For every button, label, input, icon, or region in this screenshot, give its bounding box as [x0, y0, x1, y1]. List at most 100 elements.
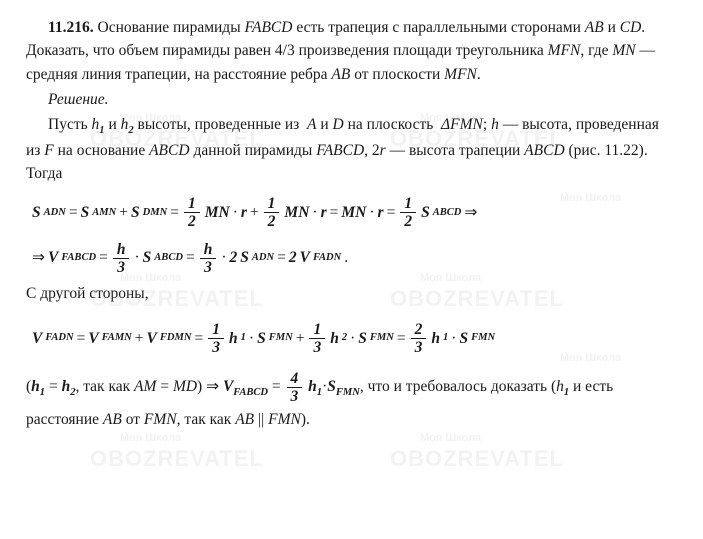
- text: , так как: [75, 378, 134, 395]
- text: от плоскости: [350, 66, 444, 83]
- problem-number: 11.216.: [48, 19, 94, 36]
- fraction: 12: [264, 195, 280, 230]
- arrow: ⇒: [464, 201, 477, 224]
- eq: =: [186, 246, 195, 269]
- text: высоты, проведенные из: [134, 116, 304, 133]
- S: S: [81, 201, 90, 224]
- sub: ADN: [44, 205, 66, 221]
- plus: +: [135, 327, 144, 350]
- h: h: [31, 378, 40, 395]
- V: V: [300, 246, 310, 269]
- two: 2: [230, 246, 238, 269]
- sub: 1: [443, 330, 448, 346]
- V: V: [223, 378, 233, 395]
- plus: +: [296, 327, 305, 350]
- text: — высота трапеции: [386, 142, 524, 159]
- sub: 1: [241, 330, 246, 346]
- V: V: [48, 246, 58, 269]
- fraction: 13: [208, 321, 224, 356]
- S: S: [143, 246, 152, 269]
- S: S: [327, 378, 336, 395]
- V: V: [88, 327, 98, 350]
- sub: FABCD: [233, 387, 268, 398]
- r: r: [378, 201, 384, 224]
- math: AB: [585, 19, 604, 36]
- text: Пусть: [48, 116, 92, 133]
- h: h: [62, 378, 71, 395]
- fraction: 12: [400, 195, 416, 230]
- sub: FMN: [370, 330, 394, 346]
- text: на основание: [54, 142, 149, 159]
- sub: ABCD: [433, 205, 462, 221]
- fraction: h3: [113, 241, 130, 276]
- dot: .: [344, 246, 348, 269]
- sub: FMN: [269, 330, 293, 346]
- h: h: [330, 327, 339, 350]
- eq: =: [99, 246, 108, 269]
- eq: =: [330, 201, 339, 224]
- S: S: [421, 201, 430, 224]
- text: от: [122, 411, 144, 428]
- h: h: [431, 327, 440, 350]
- math: ABCD: [149, 142, 189, 159]
- sub: FADN: [313, 250, 341, 266]
- text: Основание пирамиды: [98, 19, 245, 36]
- sub: AMN: [92, 205, 116, 221]
- S: S: [240, 246, 249, 269]
- math: FABCD: [245, 19, 293, 36]
- problem-statement: 11.216. Основание пирамиды FABCD есть тр…: [26, 16, 677, 86]
- text: , так как: [177, 411, 236, 428]
- math: CD: [620, 19, 642, 36]
- S: S: [358, 327, 367, 350]
- plus: +: [119, 201, 128, 224]
- eq: =: [397, 327, 406, 350]
- fraction: 23: [411, 321, 427, 356]
- sub: FMN: [471, 330, 495, 346]
- sub: FABCD: [61, 250, 96, 266]
- eq: =: [45, 378, 62, 395]
- sub: FMN: [336, 387, 360, 398]
- h: h: [229, 327, 238, 350]
- arrow: ⇒: [32, 246, 45, 269]
- sub: FAMN: [102, 330, 132, 346]
- r: r: [321, 201, 327, 224]
- AB: AB: [103, 411, 122, 428]
- MN: MN: [284, 201, 309, 224]
- fraction: h3: [200, 241, 217, 276]
- FMN: FMN: [268, 411, 301, 428]
- eq: =: [195, 327, 204, 350]
- text: и: [105, 116, 121, 133]
- MN: MN: [341, 201, 366, 224]
- fraction: 13: [309, 321, 325, 356]
- eq: =: [69, 201, 78, 224]
- S: S: [32, 201, 41, 224]
- fraction: 43: [287, 370, 303, 405]
- plus: +: [250, 201, 259, 224]
- eq: =: [387, 201, 396, 224]
- math: F: [44, 142, 53, 159]
- math: D: [333, 116, 344, 133]
- eq: =: [77, 327, 86, 350]
- watermark-logo: OBOZREVATEL: [90, 442, 264, 475]
- text: ;: [483, 116, 491, 133]
- eq: =: [170, 201, 179, 224]
- two: 2: [289, 246, 297, 269]
- math: h: [491, 116, 499, 133]
- math: MFN: [548, 42, 581, 59]
- S: S: [131, 201, 140, 224]
- math: ABCD: [524, 142, 564, 159]
- sub: DMN: [143, 205, 168, 221]
- math: MFN: [444, 66, 477, 83]
- par: ||: [254, 411, 268, 428]
- eq: =: [268, 378, 285, 395]
- eq: =: [156, 378, 173, 395]
- solution-label: Решение.: [26, 88, 677, 111]
- MN: MN: [205, 201, 230, 224]
- AB: AB: [235, 411, 254, 428]
- text: и: [316, 116, 332, 133]
- S: S: [459, 327, 468, 350]
- text: есть трапеция с параллельными сторонами: [292, 19, 584, 36]
- text: , 2: [364, 142, 380, 159]
- sub: 2: [342, 330, 347, 346]
- math: MN: [612, 42, 635, 59]
